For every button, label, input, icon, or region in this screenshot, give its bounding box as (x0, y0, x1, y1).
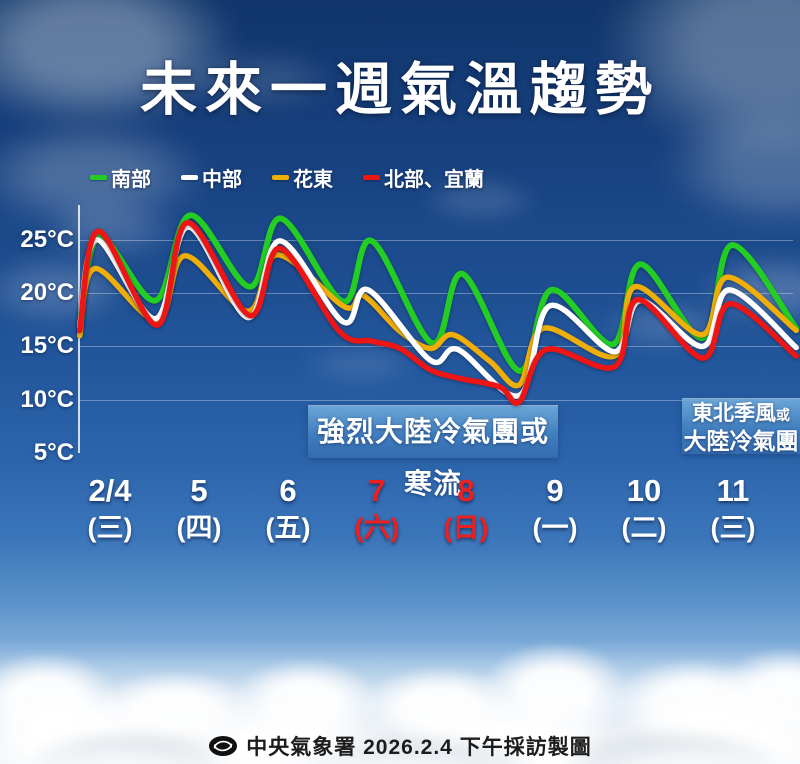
x-date: 6 (279, 473, 297, 508)
legend-label: 北部、宜蘭 (384, 169, 484, 191)
temperature-line-中部 (76, 224, 799, 399)
x-date: 9 (546, 473, 564, 508)
legend-item-1: 中部 (181, 163, 242, 192)
gridline (80, 346, 793, 347)
gridline (80, 240, 793, 241)
cwa-logo-icon (209, 736, 238, 756)
footer: 中央氣象署 2026.2.4 下午採訪製圖 (0, 731, 800, 761)
y-tick-label: 20°C (20, 279, 74, 307)
x-weekday: (六) (354, 513, 400, 543)
x-date: 7 (368, 473, 386, 508)
x-day-label-9: 9 (一) (507, 474, 603, 546)
y-tick-label: 5°C (33, 439, 74, 466)
x-day-label-11: 11 (三) (685, 474, 781, 546)
legend-dash-icon (181, 175, 198, 180)
legend-item-2: 花東 (272, 163, 333, 192)
x-weekday: (三) (710, 513, 756, 543)
legend-item-3: 北部、宜蘭 (363, 163, 484, 192)
x-weekday: (日) (443, 513, 489, 543)
legend-dash-icon (90, 175, 107, 180)
x-date: 5 (190, 473, 208, 508)
y-tick-label: 15°C (20, 332, 74, 360)
legend-dash-icon (363, 175, 380, 180)
legend-label: 中部 (202, 169, 242, 191)
annotation-cold-surge-text: 強烈大陸冷氣團或寒流 (316, 416, 549, 499)
x-day-label-2-4: 2/4 (三) (62, 474, 158, 546)
x-weekday: (一) (532, 513, 578, 543)
x-date: 8 (457, 473, 475, 508)
gridline (80, 293, 793, 294)
annotation-northeast-monsoon: 東北季風或 大陸冷氣團 (682, 398, 800, 454)
cloud-wisp (600, 300, 730, 350)
legend-label: 南部 (111, 169, 151, 191)
x-day-label-5: 5 (四) (151, 474, 247, 546)
cloud-wisp (700, 255, 800, 325)
x-day-label-10: 10 (二) (596, 474, 692, 546)
x-weekday: (五) (265, 513, 311, 543)
y-tick-label: 25°C (20, 225, 74, 253)
x-weekday: (二) (621, 513, 667, 543)
x-day-label-7: 7 (六) (329, 474, 425, 546)
legend-dash-icon (272, 175, 289, 180)
legend-label: 花東 (293, 169, 333, 191)
y-axis-line (78, 205, 80, 453)
x-date: 10 (626, 473, 662, 508)
x-weekday: (四) (176, 513, 222, 543)
cloud-wisp (300, 345, 420, 385)
x-day-label-8: 8 (日) (418, 474, 514, 546)
page-title: 未來一週氣溫趨勢 (140, 58, 660, 122)
annotation-monsoon-line2: 大陸冷氣團 (683, 428, 799, 454)
x-weekday: (三) (87, 513, 133, 543)
legend-item-0: 南部 (90, 163, 151, 192)
x-day-label-6: 6 (五) (240, 474, 336, 546)
temperature-line-北部、宜蘭 (76, 219, 799, 406)
y-tick-label: 10°C (20, 385, 74, 413)
x-date: 2/4 (88, 473, 132, 508)
footer-credit: 中央氣象署 2026.2.4 下午採訪製圖 (246, 736, 592, 759)
annotation-monsoon-line1: 東北季風或 (692, 402, 790, 425)
temperature-line-花東 (76, 251, 799, 389)
annotation-cold-surge: 強烈大陸冷氣團或寒流 (308, 405, 558, 499)
x-date: 11 (716, 473, 750, 508)
legend: 南部 中部 花東 北部、宜蘭 (90, 163, 484, 192)
